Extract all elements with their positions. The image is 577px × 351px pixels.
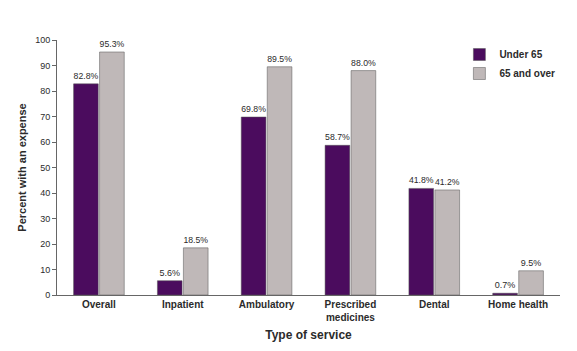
svg-text:82.8%: 82.8% bbox=[74, 71, 99, 81]
svg-text:20: 20 bbox=[40, 239, 50, 249]
svg-text:0: 0 bbox=[45, 290, 50, 300]
svg-text:41.8%: 41.8% bbox=[409, 175, 434, 185]
svg-text:65 and over: 65 and over bbox=[499, 68, 555, 79]
svg-text:18.5%: 18.5% bbox=[183, 235, 208, 245]
svg-text:0.7%: 0.7% bbox=[495, 280, 516, 290]
svg-text:Ambulatory: Ambulatory bbox=[239, 299, 295, 310]
svg-text:Under 65: Under 65 bbox=[499, 49, 542, 60]
svg-text:70: 70 bbox=[40, 112, 50, 122]
svg-text:90: 90 bbox=[40, 61, 50, 71]
svg-text:69.8%: 69.8% bbox=[241, 104, 266, 114]
svg-text:60: 60 bbox=[40, 137, 50, 147]
svg-text:50: 50 bbox=[40, 163, 50, 173]
svg-text:Overall: Overall bbox=[82, 299, 116, 310]
svg-text:Type of service: Type of service bbox=[265, 328, 352, 342]
svg-text:58.7%: 58.7% bbox=[325, 132, 350, 142]
svg-text:10: 10 bbox=[40, 265, 50, 275]
svg-text:9.5%: 9.5% bbox=[521, 258, 542, 268]
svg-text:Dental: Dental bbox=[419, 299, 450, 310]
svg-text:40: 40 bbox=[40, 188, 50, 198]
svg-text:Percent with an expense: Percent with an expense bbox=[16, 103, 28, 231]
svg-text:41.2%: 41.2% bbox=[435, 177, 460, 187]
svg-text:Home health: Home health bbox=[488, 299, 548, 310]
svg-text:Prescribedmedicines: Prescribedmedicines bbox=[325, 299, 377, 323]
svg-text:100: 100 bbox=[35, 35, 50, 45]
svg-text:95.3%: 95.3% bbox=[100, 39, 125, 49]
svg-text:88.0%: 88.0% bbox=[351, 58, 376, 68]
svg-text:5.6%: 5.6% bbox=[159, 268, 180, 278]
svg-text:30: 30 bbox=[40, 214, 50, 224]
svg-text:Inpatient: Inpatient bbox=[162, 299, 204, 310]
svg-text:80: 80 bbox=[40, 86, 50, 96]
svg-text:89.5%: 89.5% bbox=[267, 54, 292, 64]
